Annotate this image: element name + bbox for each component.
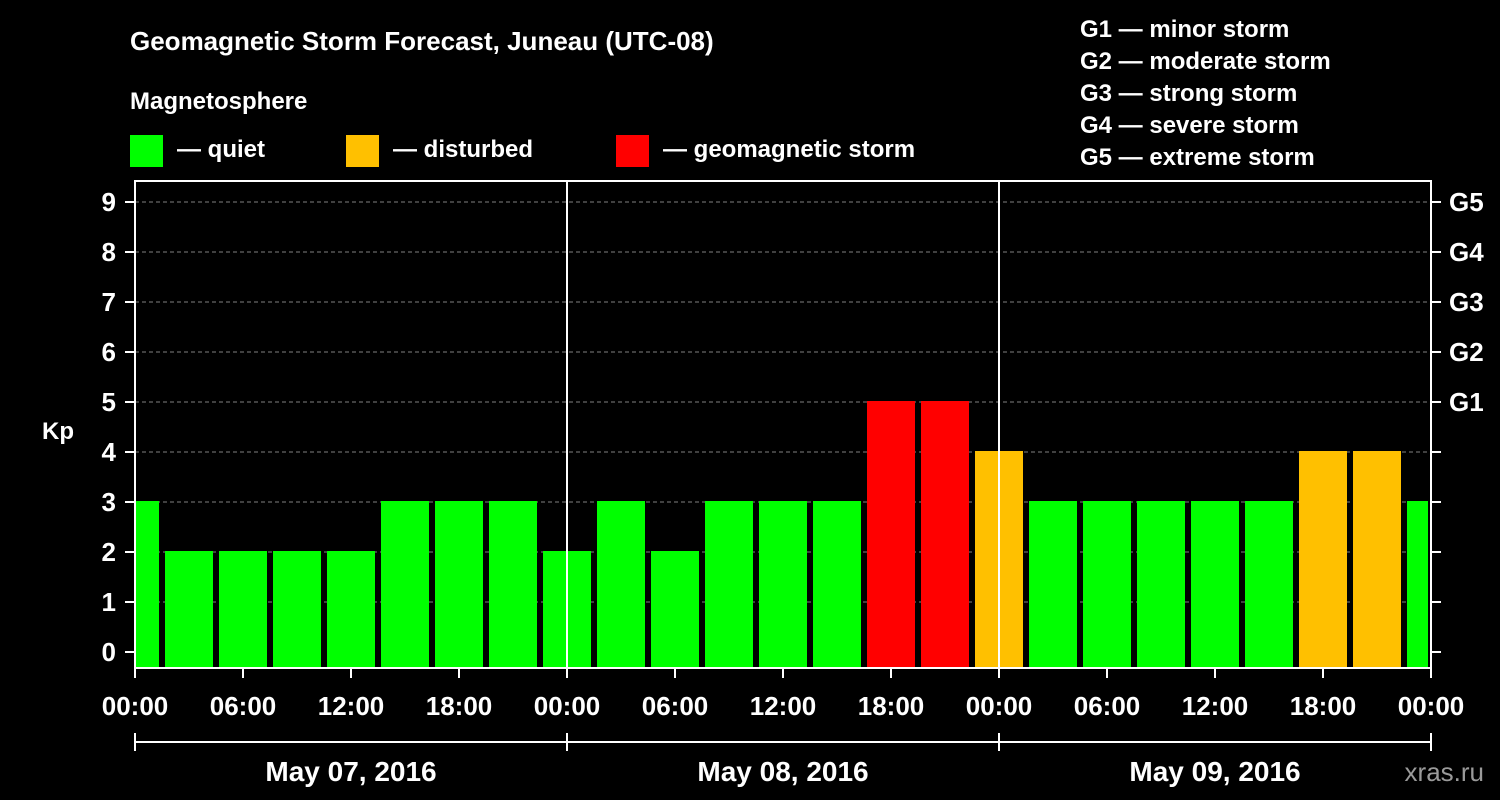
x-tick-label-0: 00:00	[102, 691, 169, 721]
y-tick-label-7: 7	[102, 287, 116, 317]
kp-bar-7	[489, 501, 537, 668]
g-scale-label-g4: G4	[1449, 237, 1484, 267]
date-label-may-09: May 09, 2016	[1129, 756, 1300, 787]
kp-bar-10	[651, 551, 699, 668]
storm-scale-g5: G5 — extreme storm	[1080, 144, 1315, 171]
x-tick-label-3: 18:00	[426, 691, 493, 721]
watermark: xras.ru	[1405, 757, 1484, 787]
x-tick-label-11: 18:00	[1290, 691, 1357, 721]
chart-title: Geomagnetic Storm Forecast, Juneau (UTC-…	[130, 26, 714, 56]
kp-bar-6	[435, 501, 483, 668]
y-axis-label: Kp	[42, 418, 74, 445]
kp-bar-12	[759, 501, 807, 668]
date-label-may-07: May 07, 2016	[265, 756, 436, 787]
legend-label-storm: — geomagnetic storm	[663, 136, 915, 163]
storm-scale-g2: G2 — moderate storm	[1080, 48, 1331, 75]
y-tick-label-0: 0	[102, 637, 116, 667]
storm-scale-legend: G1 — minor storm G2 — moderate storm G3 …	[1080, 16, 1331, 171]
legend-label-quiet: — quiet	[177, 136, 265, 163]
chart-subtitle: Magnetosphere	[130, 88, 307, 115]
y-tick-label-4: 4	[102, 437, 117, 467]
kp-bar-3	[273, 551, 321, 668]
kp-bar-0	[135, 501, 159, 668]
x-tick-label-10: 12:00	[1182, 691, 1249, 721]
g-scale-label-g3: G3	[1449, 287, 1484, 317]
x-tick-label-9: 06:00	[1074, 691, 1141, 721]
kp-bar-17	[1029, 501, 1077, 668]
date-label-may-08: May 08, 2016	[697, 756, 868, 787]
x-tick-label-12: 00:00	[1398, 691, 1465, 721]
kp-bar-19	[1137, 501, 1185, 668]
y-tick-label-1: 1	[102, 587, 116, 617]
legend-swatch-disturbed	[346, 135, 379, 167]
kp-bar-13	[813, 501, 861, 668]
kp-bar-5	[381, 501, 429, 668]
y-tick-label-5: 5	[102, 387, 116, 417]
kp-bar-9	[597, 501, 645, 668]
kp-bar-22	[1299, 451, 1347, 668]
storm-scale-g1: G1 — minor storm	[1080, 16, 1289, 43]
legend-swatch-quiet	[130, 135, 163, 167]
color-legend: — quiet — disturbed — geomagnetic storm	[130, 135, 915, 167]
x-tick-label-8: 00:00	[966, 691, 1033, 721]
x-tick-label-2: 12:00	[318, 691, 385, 721]
y-tick-label-2: 2	[102, 537, 116, 567]
kp-bar-4	[327, 551, 375, 668]
storm-scale-g3: G3 — strong storm	[1080, 80, 1297, 107]
y-tick-label-6: 6	[102, 337, 116, 367]
x-tick-label-1: 06:00	[210, 691, 277, 721]
x-tick-label-7: 18:00	[858, 691, 925, 721]
kp-bar-14	[867, 401, 915, 668]
kp-bar-11	[705, 501, 753, 668]
x-tick-label-6: 12:00	[750, 691, 817, 721]
kp-bar-20	[1191, 501, 1239, 668]
kp-bar-23	[1353, 451, 1401, 668]
g-scale-label-g5: G5	[1449, 187, 1484, 217]
storm-scale-g4: G4 — severe storm	[1080, 112, 1299, 139]
kp-bar-1	[165, 551, 213, 668]
legend-swatch-storm	[616, 135, 649, 167]
g-scale-label-g2: G2	[1449, 337, 1484, 367]
y-tick-label-9: 9	[102, 187, 116, 217]
kp-bar-15	[921, 401, 969, 668]
legend-label-disturbed: — disturbed	[393, 136, 533, 163]
y-tick-label-3: 3	[102, 487, 116, 517]
x-tick-label-5: 06:00	[642, 691, 709, 721]
g-scale-label-g1: G1	[1449, 387, 1484, 417]
kp-bar-24	[1407, 501, 1428, 668]
kp-bar-18	[1083, 501, 1131, 668]
y-tick-label-8: 8	[102, 237, 116, 267]
plot-area: 0 1 2 3 4 5 6 7 8 9 G1 G2 G3 G4 G5 00:00 06:00 12:00 18:00…	[102, 180, 1484, 751]
kp-bar-21	[1245, 501, 1293, 668]
x-tick-label-4: 00:00	[534, 691, 601, 721]
kp-bar-2	[219, 551, 267, 668]
